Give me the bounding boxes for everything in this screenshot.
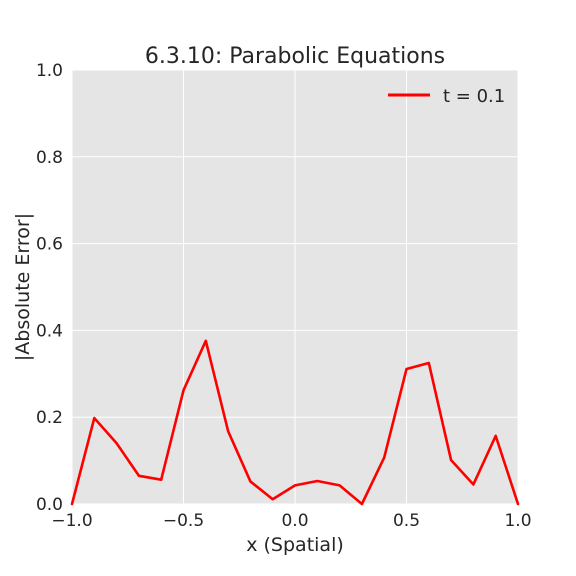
x-tick-label: −0.5 [163, 511, 204, 531]
y-tick-label: 0.8 [36, 148, 63, 168]
y-tick-label: 1.0 [36, 61, 63, 81]
y-tick-label: 0.2 [36, 408, 63, 428]
x-tick-label: 0.5 [393, 511, 420, 531]
x-tick-label: −1.0 [51, 511, 92, 531]
x-tick-label: 0.0 [281, 511, 308, 531]
chart-title: 6.3.10: Parabolic Equations [145, 44, 445, 69]
y-axis-label: |Absolute Error| [12, 213, 34, 361]
x-axis-ticks: −1.0 −0.5 0.0 0.5 1.0 [51, 511, 531, 531]
legend-label: t = 0.1 [443, 86, 505, 107]
series-layer [70, 339, 520, 506]
legend: t = 0.1 [388, 86, 505, 107]
y-tick-label: 0.4 [36, 321, 63, 341]
grid-lines [71, 69, 519, 505]
y-tick-label: 0.6 [36, 235, 63, 255]
y-axis-ticks: 0.0 0.2 0.4 0.6 0.8 1.0 [36, 61, 63, 515]
x-axis-label: x (Spatial) [246, 534, 344, 556]
y-tick-label: 0.0 [36, 495, 63, 515]
series-line [70, 339, 520, 506]
x-tick-label: 1.0 [504, 511, 531, 531]
